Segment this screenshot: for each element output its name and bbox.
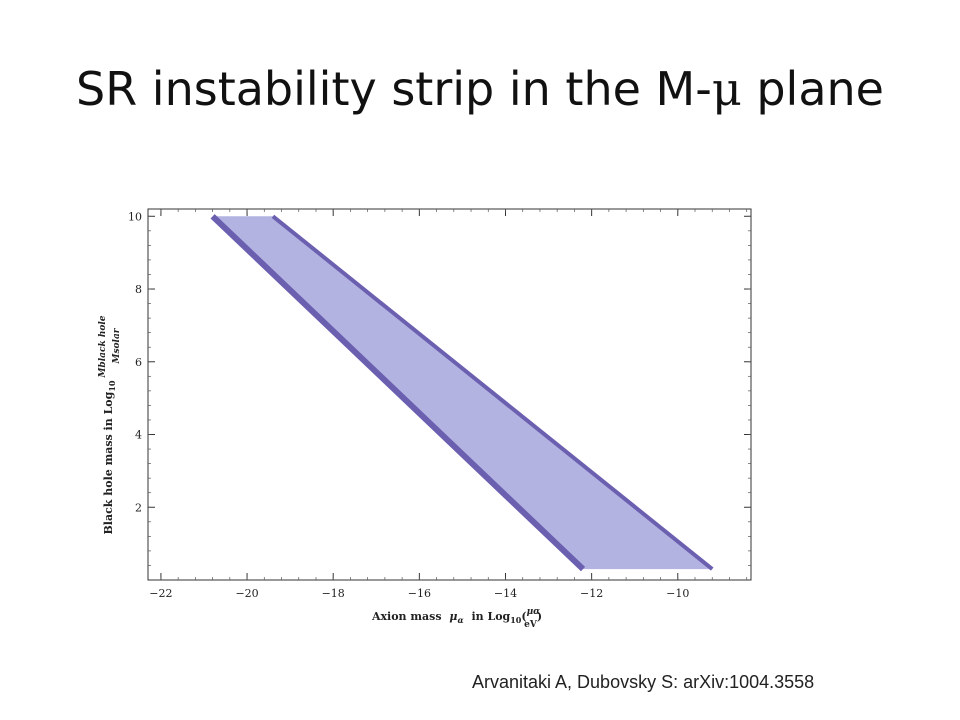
- y-tick-label: 10: [128, 210, 142, 223]
- y-tick-label: 6: [135, 356, 142, 369]
- y-tick-label: 8: [135, 283, 142, 296]
- instability-band: [212, 216, 713, 570]
- title-prefix: SR instability strip in the M-: [76, 62, 712, 116]
- x-tick-label: −12: [580, 587, 603, 600]
- x-tick-label: −16: [408, 587, 431, 600]
- slide-title: SR instability strip in the M-μ plane: [0, 62, 960, 116]
- x-tick-label: −20: [235, 587, 258, 600]
- instability-chart: −22 −20 −18 −16 −14 −12 −10 2 4 6 8 10 Axion mass …: [98, 208, 752, 630]
- x-tick-label: −18: [322, 587, 345, 600]
- x-tick-label: −10: [666, 587, 689, 600]
- title-mu: μ: [711, 62, 742, 116]
- x-axis-ticks: −22 −20 −18 −16 −14 −12 −10: [149, 209, 748, 600]
- band-lower-edge: [210, 214, 586, 572]
- citation: Arvanitaki A, Dubovsky S: arXiv:1004.355…: [472, 672, 815, 692]
- y-axis-ticks: 2 4 6 8 10: [128, 210, 751, 566]
- title-suffix: plane: [741, 62, 884, 116]
- x-tick-label: −22: [149, 587, 172, 600]
- plot-frame: [147, 208, 752, 581]
- plot-area: [147, 208, 752, 581]
- y-tick-label: 4: [135, 429, 142, 442]
- x-tick-label: −14: [494, 587, 517, 600]
- x-axis-label: Axion mass μα in Log10(μα eV): [371, 607, 542, 630]
- y-axis-label: Black hole mass in Log10Mblack hole Msola…: [98, 315, 122, 534]
- y-tick-label: 2: [135, 501, 142, 514]
- band-upper-edge: [271, 214, 714, 571]
